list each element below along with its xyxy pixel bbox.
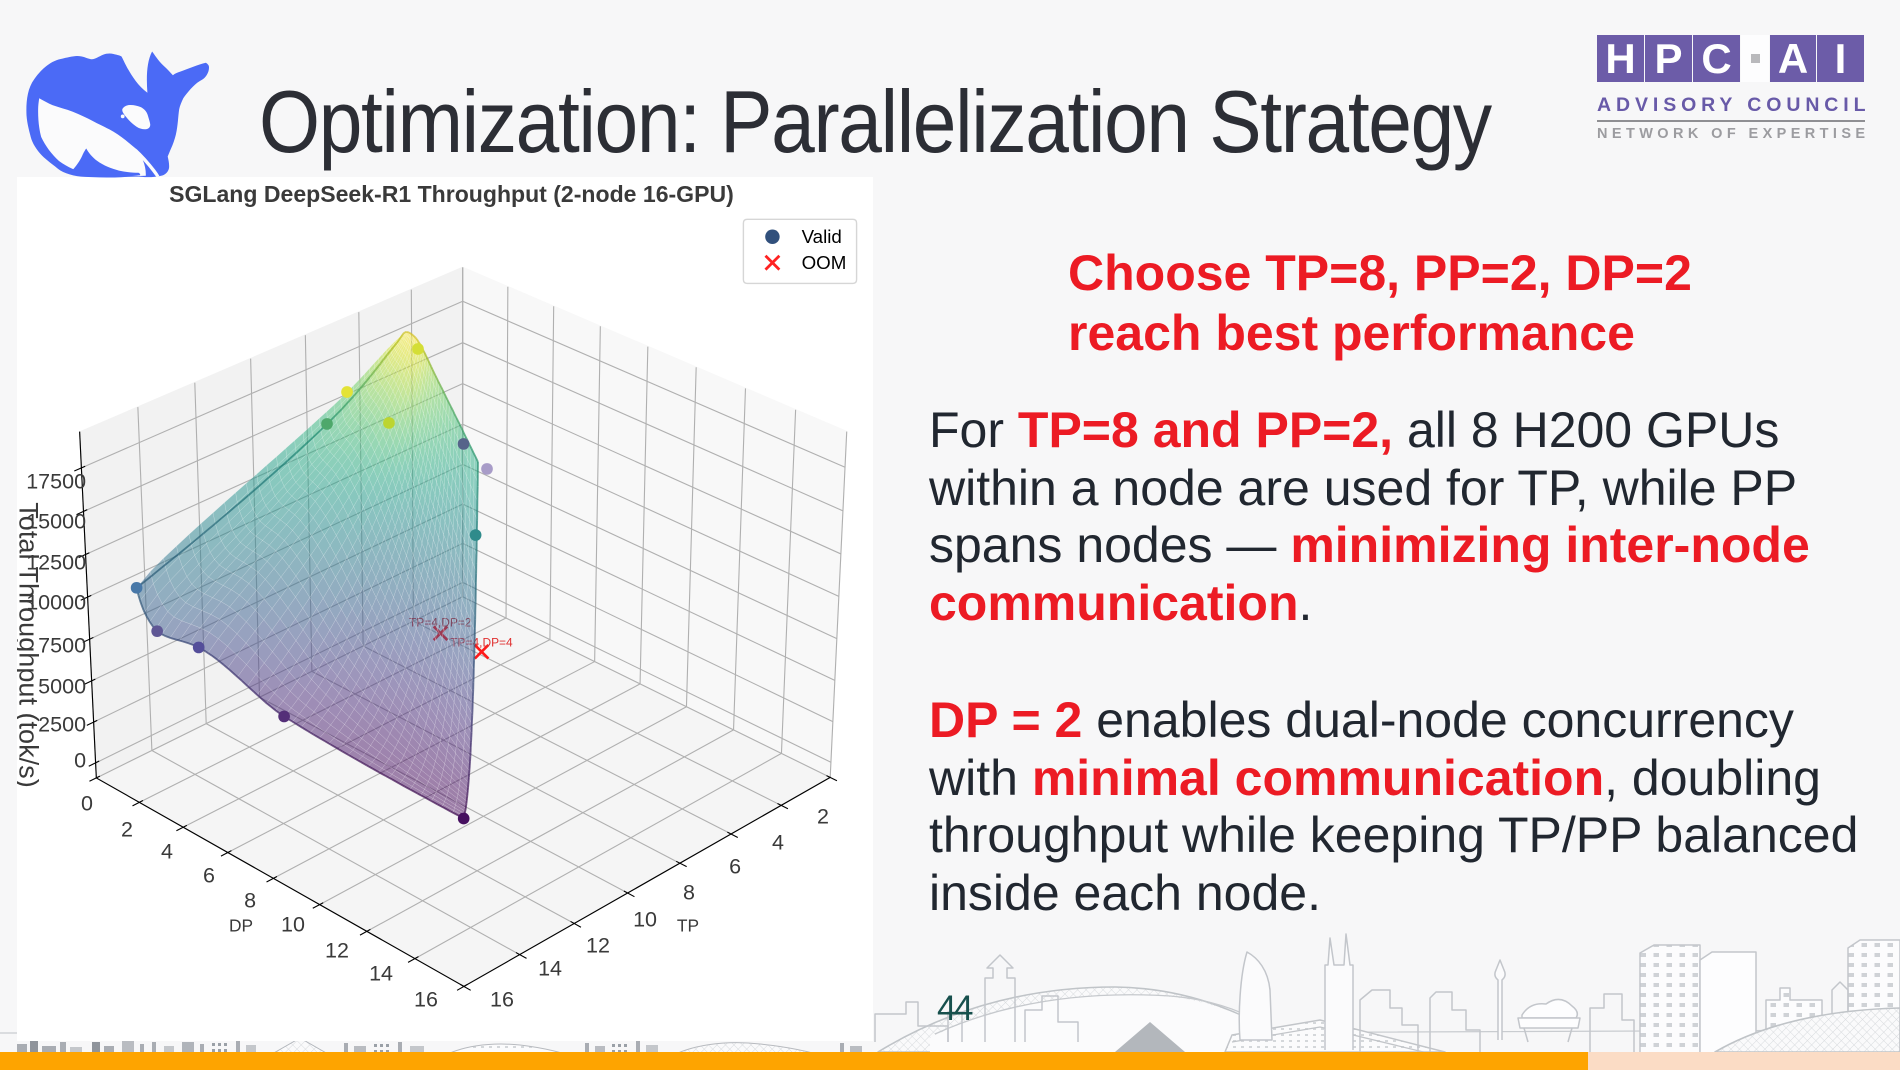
svg-text:6: 6 [203,864,215,888]
svg-text:2500: 2500 [38,713,86,737]
svg-text:14: 14 [369,962,393,986]
svg-text:DP: DP [229,915,253,935]
svg-text:2: 2 [817,805,829,829]
svg-text:TP: TP [677,915,699,935]
svg-text:10000: 10000 [26,590,86,614]
svg-text:7500: 7500 [38,634,86,658]
svg-text:10: 10 [281,913,305,937]
svg-text:12: 12 [586,934,610,958]
svg-text:8: 8 [683,880,695,904]
svg-text:0: 0 [74,749,86,773]
svg-text:16: 16 [414,988,438,1012]
svg-text:Valid: Valid [802,226,842,247]
svg-text:0: 0 [81,792,93,816]
svg-text:Total Throughput (tok/s): Total Throughput (tok/s) [17,502,45,787]
svg-text:2: 2 [121,818,133,842]
svg-text:10: 10 [633,908,657,932]
svg-text:14: 14 [538,957,562,981]
svg-text:OOM: OOM [802,252,847,273]
svg-text:16: 16 [490,988,514,1012]
svg-text:17500: 17500 [26,470,86,494]
svg-text:8: 8 [244,889,256,913]
svg-text:12: 12 [325,939,349,963]
svg-text:SGLang DeepSeek-R1 Throughput: SGLang DeepSeek-R1 Throughput (2-node 16… [169,181,734,207]
svg-text:4: 4 [772,830,784,854]
svg-text:15000: 15000 [26,510,86,534]
svg-text:5000: 5000 [38,675,86,699]
svg-text:12500: 12500 [26,550,86,574]
svg-text:4: 4 [161,840,173,864]
svg-text:6: 6 [729,855,741,879]
